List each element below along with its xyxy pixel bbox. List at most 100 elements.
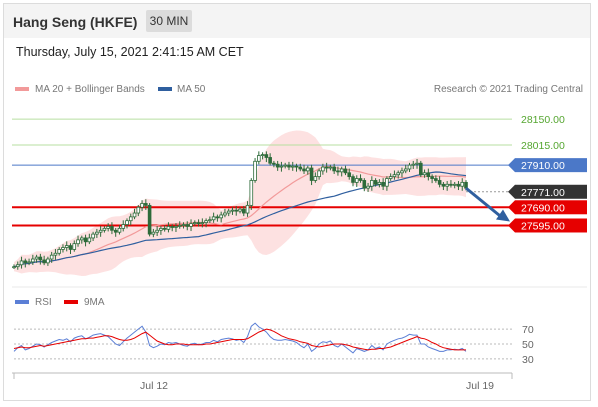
candle-body xyxy=(268,157,272,164)
candle-body xyxy=(76,239,80,245)
candle-body xyxy=(377,181,382,185)
candle-body xyxy=(407,164,412,170)
candle-body xyxy=(204,220,208,224)
candle-body xyxy=(121,224,126,229)
candle-body xyxy=(57,249,61,254)
candle-body xyxy=(166,226,171,230)
projection-arrow-head xyxy=(496,209,510,222)
ma-bands-legend-swatch xyxy=(15,87,29,91)
candle-body xyxy=(196,222,201,225)
candle-body xyxy=(87,237,92,243)
candle-body xyxy=(83,237,88,243)
candle-body xyxy=(53,252,58,256)
candle-body xyxy=(23,260,28,264)
candle-body xyxy=(117,227,122,233)
candle-body xyxy=(422,172,427,176)
level-label: 27771.00 xyxy=(521,187,565,199)
level-label-pointer xyxy=(508,184,515,199)
candle-body xyxy=(388,176,393,179)
rsi-ma-line xyxy=(13,328,466,351)
candle-body xyxy=(136,206,141,214)
candle-body xyxy=(192,222,197,225)
candle-body xyxy=(64,245,69,248)
bollinger-band-area xyxy=(14,130,466,276)
candle-body xyxy=(61,247,65,250)
candle-body xyxy=(38,256,43,261)
candle-body xyxy=(34,256,39,260)
candle-body xyxy=(147,204,152,235)
candle-body xyxy=(287,164,291,168)
candle-body xyxy=(321,166,325,172)
level-label-box xyxy=(515,200,587,215)
candle-body xyxy=(241,208,246,214)
candle-body xyxy=(68,245,73,250)
candle-body xyxy=(177,225,182,227)
level-label: 28150.00 xyxy=(521,114,565,126)
candle-body xyxy=(102,227,107,231)
candle-body xyxy=(208,219,212,222)
candle-body xyxy=(211,216,216,221)
candle-body xyxy=(309,167,314,181)
candle-body xyxy=(452,183,457,186)
interval-button[interactable]: 30 MIN xyxy=(146,10,192,32)
candle-body xyxy=(95,231,99,235)
instrument-title: Hang Seng (HKFE) xyxy=(13,14,138,30)
candle-body xyxy=(31,258,35,263)
candle-body xyxy=(283,164,287,167)
rsi-level-label: 30 xyxy=(522,354,534,366)
candle-body xyxy=(253,160,257,181)
candle-body xyxy=(215,216,220,219)
rsi-ma-legend-swatch xyxy=(64,300,78,304)
candle-body xyxy=(155,229,159,233)
candle-body xyxy=(12,266,16,269)
level-label-pointer xyxy=(508,218,515,233)
candle-body xyxy=(415,162,419,165)
candle-body xyxy=(354,178,359,183)
candle-body xyxy=(46,258,50,264)
candle-body xyxy=(313,176,318,181)
price-layer xyxy=(12,118,512,276)
candle-body xyxy=(49,254,54,260)
candle-body xyxy=(200,222,205,225)
level-label-box xyxy=(515,218,587,233)
candle-body xyxy=(185,224,190,227)
candle-body xyxy=(174,226,178,228)
ma50-legend-swatch xyxy=(158,87,172,91)
candle-body xyxy=(72,243,77,250)
candle-body xyxy=(362,180,367,189)
candle-body xyxy=(125,220,129,225)
rsi-ma-legend-label: 9MA xyxy=(84,297,105,308)
level-label-pointer xyxy=(508,158,515,173)
rsi-legend-swatch xyxy=(15,300,29,304)
credit-text: Research © 2021 Trading Central xyxy=(434,84,583,95)
candle-body xyxy=(298,166,303,170)
candle-body xyxy=(249,180,254,206)
levels-layer: 28150.00 28015.00 27910.00 27771.00 27690.00… xyxy=(508,114,587,233)
candle-body xyxy=(373,180,378,185)
chart-header: Hang Seng (HKFE) 30 MIN xyxy=(4,4,590,38)
candle-body xyxy=(19,260,24,266)
candle-body xyxy=(238,208,242,212)
candle-body xyxy=(260,154,265,157)
candle-body xyxy=(162,227,167,230)
candle-body xyxy=(290,165,295,168)
candle-body xyxy=(343,168,348,174)
ma50-legend-label: MA 50 xyxy=(177,84,206,95)
candle-body xyxy=(264,154,269,158)
candle-body xyxy=(347,172,352,178)
candle-body xyxy=(456,183,461,187)
candle-body xyxy=(275,163,280,168)
candle-body xyxy=(98,229,103,233)
rsi-line xyxy=(13,322,467,354)
candle-body xyxy=(358,178,363,181)
candle-body xyxy=(396,172,400,176)
candle-body xyxy=(426,172,431,178)
candle-body xyxy=(434,178,438,181)
candle-body xyxy=(132,212,137,218)
level-label-pointer xyxy=(508,200,515,215)
candle-body xyxy=(392,174,397,178)
ma50-line xyxy=(13,171,467,268)
candle-body xyxy=(328,166,333,169)
candle-body xyxy=(370,180,374,187)
ma-bands-legend-label: MA 20 + Bollinger Bands xyxy=(35,84,145,95)
